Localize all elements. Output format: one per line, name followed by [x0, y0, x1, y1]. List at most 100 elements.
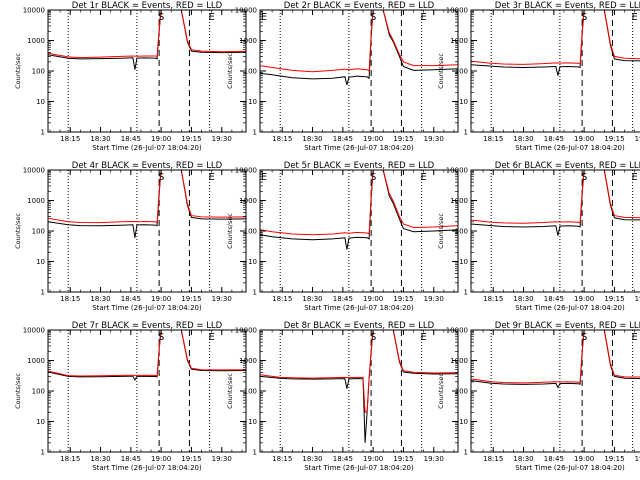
interval-marker: S: [370, 332, 376, 343]
x-tick-label: 18:30: [302, 135, 322, 143]
x-tick-label: 19:15: [181, 135, 201, 143]
x-tick-label: 19:15: [181, 295, 201, 303]
x-tick-label: 18:45: [121, 135, 141, 143]
y-tick-label: 100: [455, 388, 468, 396]
y-tick-label: 10: [459, 418, 468, 426]
y-tick-label: 1: [41, 289, 45, 297]
interval-marker: S: [581, 172, 587, 183]
interval-marker: E: [420, 12, 426, 23]
x-tick-label: 19:15: [604, 295, 624, 303]
y-tick-label: 1000: [27, 197, 45, 205]
interval-marker: E: [631, 12, 637, 23]
x-tick-label: 19:30: [424, 135, 444, 143]
x-tick-label: 18:15: [483, 135, 503, 143]
x-tick-label: 18:30: [90, 135, 110, 143]
y-tick-label: 1: [253, 129, 257, 137]
panel-title: Det 2r BLACK = Events, RED = LLD: [284, 1, 435, 11]
x-axis-label: Start Time (26-Jul-07 18:04:20): [304, 304, 414, 312]
x-tick-label: 18:45: [333, 295, 353, 303]
panel-title: Det 6r BLACK = Events, RED = LLD: [495, 161, 640, 171]
panel-title: Det 3r BLACK = Events, RED = LLD: [495, 1, 640, 11]
events-series-line: [471, 170, 640, 236]
y-tick-label: 100: [32, 68, 45, 76]
x-tick-label: 18:45: [333, 135, 353, 143]
interval-marker: E: [261, 172, 267, 183]
panel-title: Det 1r BLACK = Events, RED = LLD: [72, 1, 223, 11]
lld-series-line: [260, 170, 458, 236]
lld-series-line: [48, 10, 246, 59]
y-tick-label: 1000: [450, 37, 468, 45]
x-tick-label: 19:00: [151, 455, 171, 463]
x-tick-label: 18:30: [302, 455, 322, 463]
y-tick-label: 100: [244, 228, 257, 236]
panel-title: Det 7r BLACK = Events, RED = LLD: [72, 321, 223, 331]
panel-title: Det 5r BLACK = Events, RED = LLD: [284, 161, 435, 171]
interval-marker: S: [581, 332, 587, 343]
y-tick-label: 1: [464, 289, 468, 297]
y-tick-label: 10: [248, 98, 257, 106]
interval-marker: E: [208, 332, 214, 343]
x-tick-label: 19:15: [393, 135, 413, 143]
x-tick-label: 18:15: [272, 455, 292, 463]
plot-frame: [470, 169, 640, 293]
x-tick-label: 19:00: [363, 295, 383, 303]
panel-title: Det 9r BLACK = Events, RED = LLD: [495, 321, 640, 331]
x-tick-label: 18:45: [121, 455, 141, 463]
plot-frame: [47, 169, 247, 293]
y-axis-label: Counts/sec: [437, 53, 445, 89]
y-tick-label: 100: [455, 68, 468, 76]
y-axis-label: Counts/sec: [226, 373, 234, 409]
y-tick-label: 1000: [239, 197, 257, 205]
y-tick-label: 10000: [235, 167, 257, 175]
events-series-line: [471, 10, 640, 76]
interval-marker: E: [261, 12, 267, 23]
y-tick-label: 1: [41, 129, 45, 137]
x-tick-label: 18:30: [90, 295, 110, 303]
interval-marker: E: [420, 172, 426, 183]
y-axis-label: Counts/sec: [14, 53, 22, 89]
x-axis-label: Start Time (26-Jul-07 18:04:20): [515, 304, 625, 312]
y-tick-label: 10000: [23, 7, 45, 15]
x-tick-label: 19:30: [635, 135, 640, 143]
plot-frame: [259, 9, 459, 133]
y-tick-label: 100: [32, 228, 45, 236]
x-tick-label: 18:30: [513, 135, 533, 143]
x-tick-label: 19:15: [181, 455, 201, 463]
plot-frame: [259, 329, 459, 453]
x-tick-label: 19:00: [363, 135, 383, 143]
y-tick-label: 100: [244, 388, 257, 396]
y-tick-label: 1000: [27, 357, 45, 365]
x-tick-label: 18:30: [513, 455, 533, 463]
y-tick-label: 1: [41, 449, 45, 457]
events-series-line: [260, 10, 458, 86]
x-tick-label: 19:30: [212, 455, 232, 463]
interval-marker: S: [370, 12, 376, 23]
x-tick-label: 18:30: [302, 295, 322, 303]
x-tick-label: 18:15: [272, 295, 292, 303]
x-tick-label: 19:15: [393, 455, 413, 463]
y-tick-label: 10000: [446, 7, 468, 15]
interval-marker: S: [158, 172, 164, 183]
y-tick-label: 100: [244, 68, 257, 76]
lld-series-line: [471, 170, 640, 224]
x-tick-label: 19:00: [574, 455, 594, 463]
y-tick-label: 1000: [239, 357, 257, 365]
y-tick-label: 10000: [446, 167, 468, 175]
x-tick-label: 19:30: [212, 135, 232, 143]
x-tick-label: 19:30: [424, 455, 444, 463]
y-tick-label: 10000: [23, 167, 45, 175]
lld-series-line: [260, 10, 458, 73]
interval-marker: E: [631, 172, 637, 183]
y-tick-label: 1: [464, 449, 468, 457]
y-tick-label: 10: [248, 418, 257, 426]
y-axis-label: Counts/sec: [226, 53, 234, 89]
interval-marker: S: [581, 12, 587, 23]
y-tick-label: 1: [464, 129, 468, 137]
y-axis-label: Counts/sec: [14, 373, 22, 409]
